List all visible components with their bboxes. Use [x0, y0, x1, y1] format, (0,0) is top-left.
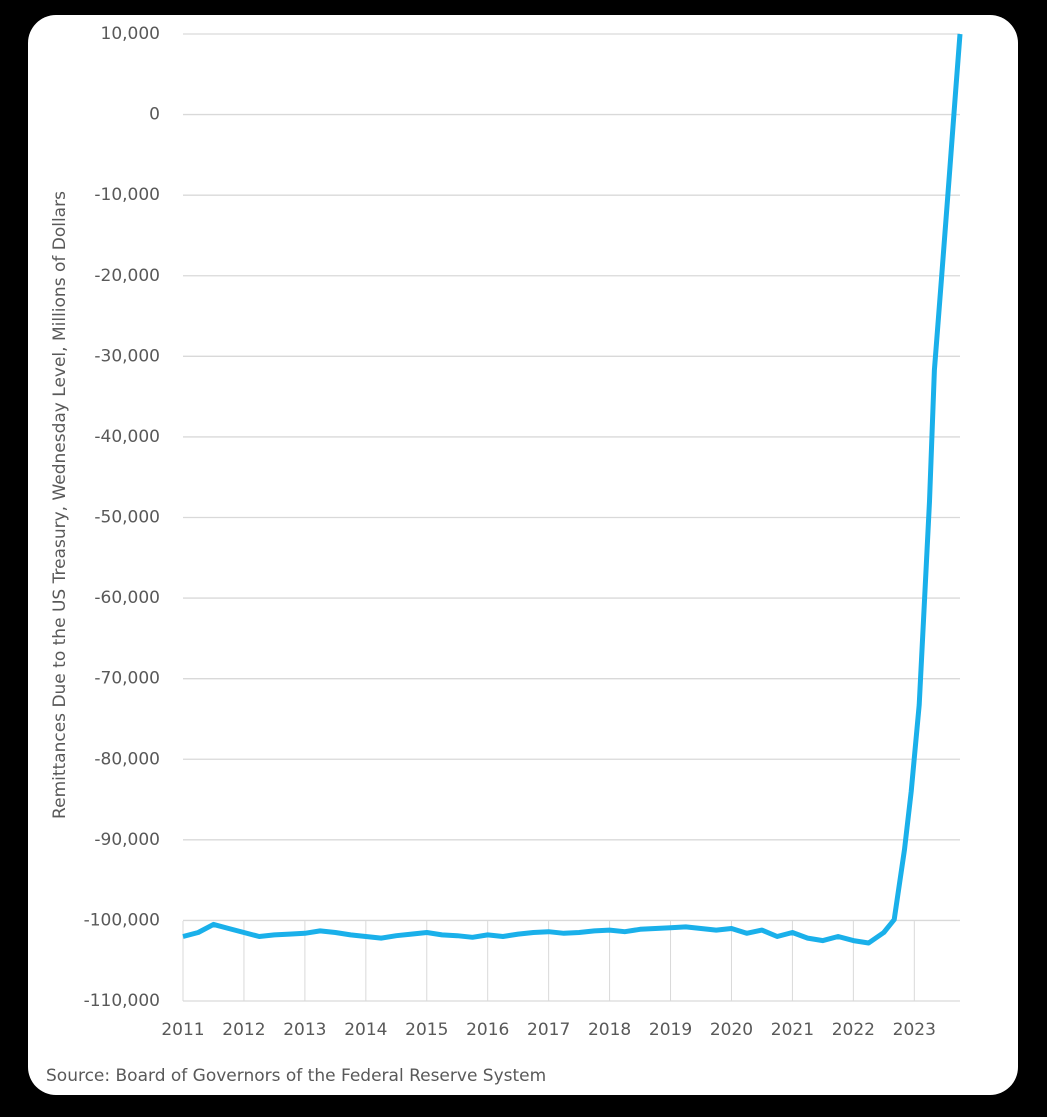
y-tick-label: -10,000	[94, 185, 160, 205]
y-axis-title: Remittances Due to the US Treasury, Wedn…	[50, 191, 70, 819]
x-tick-label: 2018	[588, 1020, 631, 1040]
y-tick-label: 0	[149, 105, 160, 125]
y-tick-label: -110,000	[84, 991, 160, 1011]
x-tick-label: 2014	[344, 1020, 387, 1040]
source-note: Source: Board of Governors of the Federa…	[46, 1066, 546, 1086]
y-tick-label: -100,000	[84, 910, 160, 930]
x-tick-label: 2017	[527, 1020, 570, 1040]
x-tick-label: 2019	[649, 1020, 692, 1040]
y-tick-label: -30,000	[94, 346, 160, 366]
y-tick-label: -80,000	[94, 749, 160, 769]
y-tick-label: -50,000	[94, 508, 160, 528]
x-tick-label: 2012	[222, 1020, 265, 1040]
y-tick-label: 10,000	[101, 24, 160, 44]
x-tick-label: 2022	[832, 1020, 875, 1040]
x-tick-label: 2020	[710, 1020, 753, 1040]
y-tick-label: -20,000	[94, 266, 160, 286]
chart-card	[28, 15, 1018, 1095]
x-tick-label: 2016	[466, 1020, 509, 1040]
x-tick-label: 2011	[161, 1020, 204, 1040]
y-tick-label: -60,000	[94, 588, 160, 608]
y-tick-label: -70,000	[94, 669, 160, 689]
x-tick-label: 2013	[283, 1020, 326, 1040]
data-line	[182, 33, 963, 946]
x-tick-label: 2023	[893, 1020, 936, 1040]
y-tick-label: -40,000	[94, 427, 160, 447]
x-tick-label: 2015	[405, 1020, 448, 1040]
y-tick-label: -90,000	[94, 830, 160, 850]
x-tick-label: 2021	[771, 1020, 814, 1040]
